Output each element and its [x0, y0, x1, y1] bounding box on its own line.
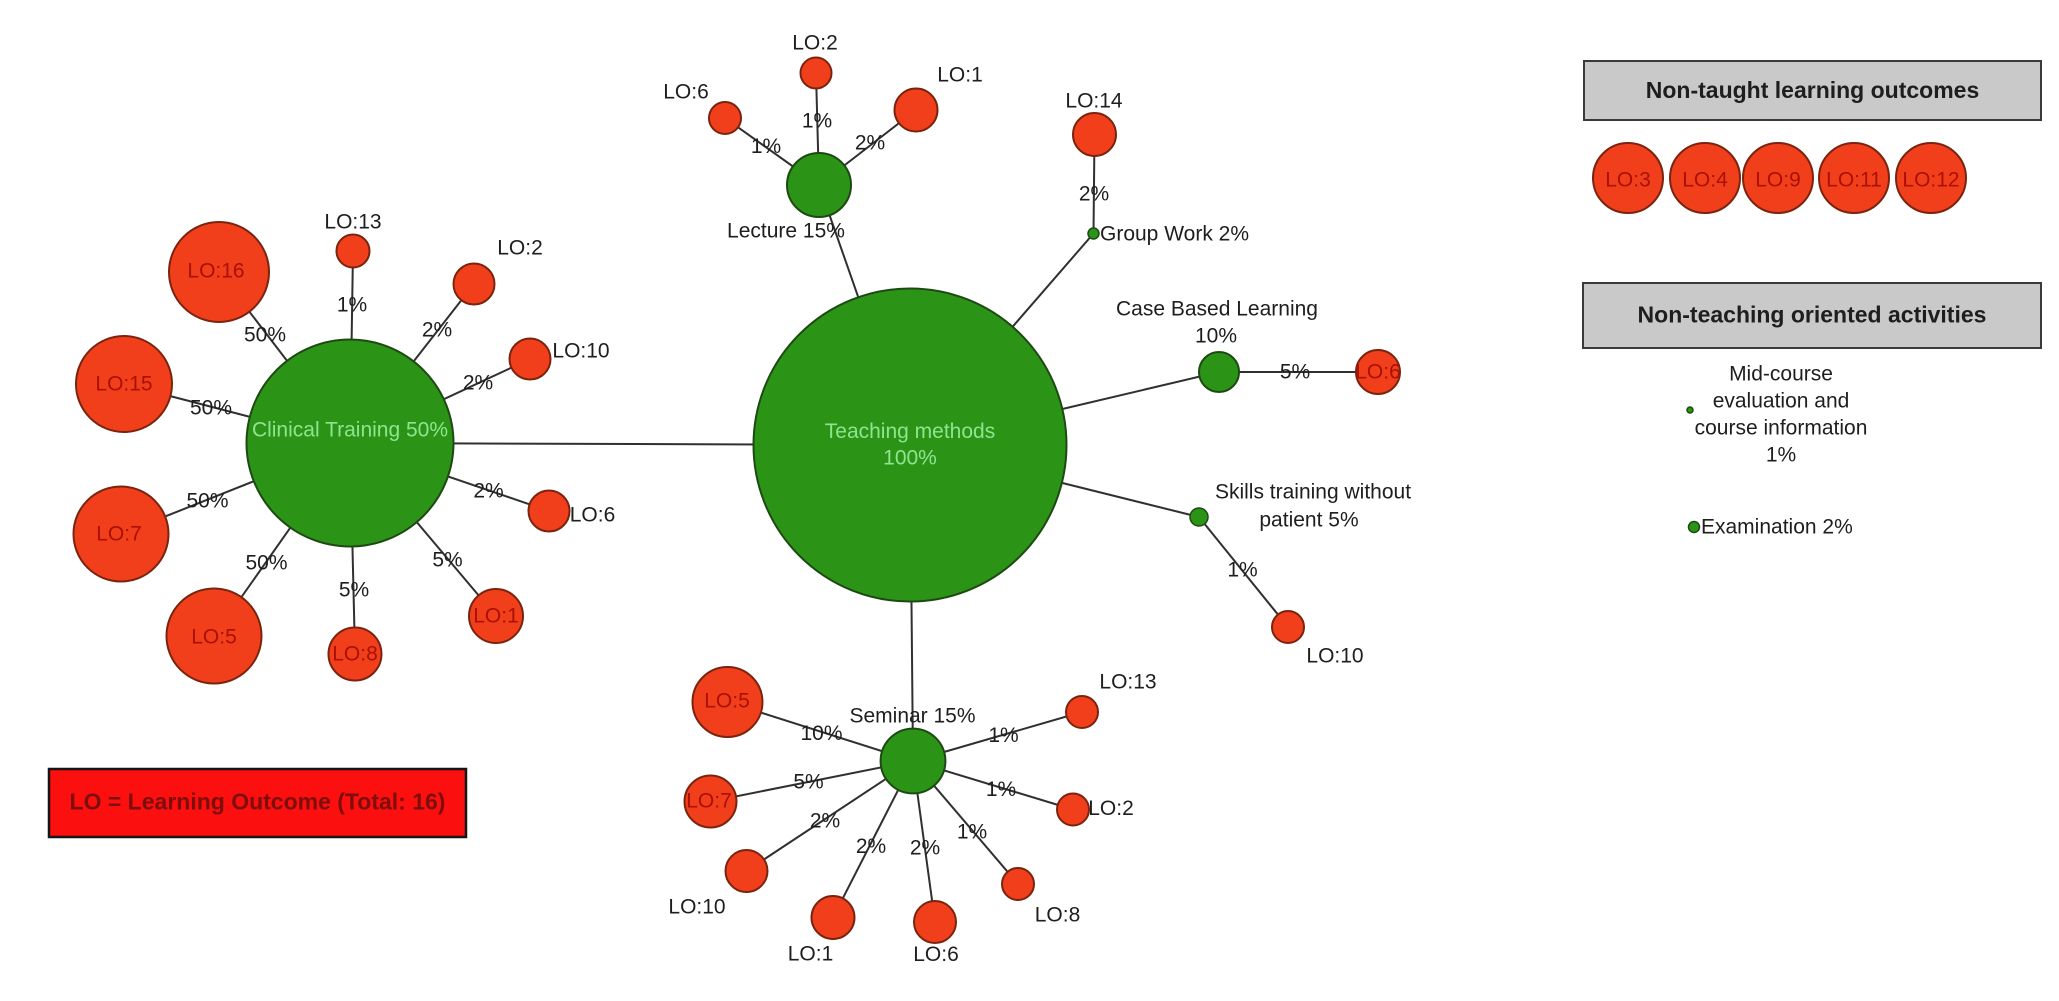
svg-text:LO:7: LO:7	[686, 790, 732, 813]
svg-text:LO:1: LO:1	[937, 64, 983, 87]
svg-text:1%: 1%	[751, 135, 781, 158]
svg-text:Teaching methods: Teaching methods	[825, 420, 995, 443]
svg-text:2%: 2%	[463, 372, 493, 395]
svg-text:LO:16: LO:16	[187, 260, 244, 283]
svg-text:LO:10: LO:10	[1306, 645, 1363, 668]
svg-text:2%: 2%	[473, 480, 503, 503]
svg-text:1%: 1%	[1766, 444, 1796, 467]
svg-text:Examination 2%: Examination 2%	[1701, 516, 1853, 539]
svg-text:LO:14: LO:14	[1065, 90, 1123, 113]
svg-text:Lecture 15%: Lecture 15%	[727, 220, 845, 243]
svg-text:LO:5: LO:5	[704, 690, 750, 713]
svg-text:LO:11: LO:11	[1826, 169, 1882, 192]
svg-text:LO:2: LO:2	[497, 237, 543, 260]
svg-text:LO:1: LO:1	[473, 605, 519, 628]
svg-text:LO:6: LO:6	[663, 81, 709, 104]
svg-text:1%: 1%	[988, 724, 1018, 747]
svg-text:2%: 2%	[1079, 183, 1109, 206]
svg-text:LO:1: LO:1	[788, 943, 834, 966]
svg-text:5%: 5%	[432, 549, 462, 572]
svg-text:LO:2: LO:2	[1088, 797, 1134, 820]
svg-text:LO:4: LO:4	[1682, 169, 1728, 192]
svg-text:LO:10: LO:10	[668, 896, 725, 919]
svg-text:5%: 5%	[339, 579, 369, 602]
svg-text:1%: 1%	[1227, 559, 1257, 582]
svg-text:LO:2: LO:2	[792, 32, 838, 55]
svg-text:LO:6: LO:6	[1355, 361, 1401, 384]
svg-text:1%: 1%	[337, 294, 367, 317]
svg-text:Seminar 15%: Seminar 15%	[849, 705, 975, 728]
svg-text:2%: 2%	[856, 835, 886, 858]
svg-text:LO:15: LO:15	[95, 373, 152, 396]
svg-text:10%: 10%	[800, 722, 842, 745]
svg-text:1%: 1%	[957, 821, 987, 844]
svg-text:LO = Learning Outcome (Total:: LO = Learning Outcome (Total: 16)	[70, 789, 446, 815]
svg-text:Non-teaching oriented activiti: Non-teaching oriented activities	[1638, 302, 1987, 328]
svg-text:LO:10: LO:10	[552, 340, 609, 363]
svg-text:2%: 2%	[855, 132, 885, 155]
svg-text:Skills training without: Skills training without	[1215, 481, 1411, 504]
svg-text:5%: 5%	[793, 771, 823, 794]
svg-text:50%: 50%	[244, 324, 286, 347]
svg-text:LO:13: LO:13	[1099, 671, 1156, 694]
svg-text:Clinical Training 50%: Clinical Training 50%	[252, 419, 448, 442]
svg-text:50%: 50%	[245, 552, 287, 575]
svg-text:patient 5%: patient 5%	[1259, 509, 1358, 532]
svg-text:2%: 2%	[422, 319, 452, 342]
svg-text:Mid-course: Mid-course	[1729, 363, 1833, 386]
svg-text:1%: 1%	[986, 778, 1016, 801]
svg-text:50%: 50%	[190, 397, 232, 420]
svg-text:Case Based Learning: Case Based Learning	[1116, 298, 1318, 321]
svg-text:1%: 1%	[802, 110, 832, 133]
svg-text:LO:6: LO:6	[570, 504, 616, 527]
svg-text:10%: 10%	[1195, 325, 1237, 348]
svg-text:LO:6: LO:6	[913, 943, 959, 966]
svg-text:LO:8: LO:8	[332, 643, 378, 666]
svg-text:2%: 2%	[810, 810, 840, 833]
svg-text:Non-taught learning outcomes: Non-taught learning outcomes	[1646, 77, 1980, 103]
svg-text:LO:9: LO:9	[1755, 169, 1801, 192]
svg-text:LO:7: LO:7	[96, 523, 142, 546]
svg-text:LO:5: LO:5	[191, 626, 237, 649]
svg-text:50%: 50%	[186, 490, 228, 513]
svg-text:LO:3: LO:3	[1605, 169, 1651, 192]
svg-text:LO:13: LO:13	[324, 211, 381, 234]
svg-text:5%: 5%	[1280, 361, 1310, 384]
svg-text:course information: course information	[1695, 417, 1868, 440]
svg-text:Group Work 2%: Group Work 2%	[1100, 223, 1249, 246]
svg-text:100%: 100%	[883, 447, 937, 470]
svg-text:evaluation and: evaluation and	[1713, 390, 1850, 413]
svg-text:2%: 2%	[910, 837, 940, 860]
svg-text:LO:12: LO:12	[1902, 169, 1959, 192]
svg-text:LO:8: LO:8	[1035, 904, 1081, 927]
